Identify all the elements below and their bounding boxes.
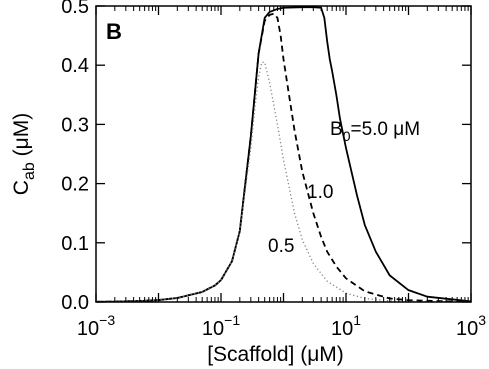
x-axis-title: [Scaffold] (μM) xyxy=(207,343,344,366)
labels: 10−3 10−1 101 103 0.0 0.1 0.2 0.3 0.4 0.5 [Scaffol… xyxy=(10,0,486,366)
series-line-0 xyxy=(96,6,471,302)
x-tick-label-1: 10−1 xyxy=(202,312,240,340)
y-tick-label-0: 0.0 xyxy=(61,292,89,314)
series-line-1 xyxy=(96,12,471,302)
x-tick-label-3: 103 xyxy=(456,312,486,340)
panel-label: B xyxy=(106,19,122,44)
series-label-2: 0.5 xyxy=(268,236,294,257)
y-tick-label-3: 0.3 xyxy=(61,114,89,136)
plot-area xyxy=(96,6,471,302)
y-tick-label-1: 0.1 xyxy=(61,233,89,255)
y-axis-title: Cab (μM) xyxy=(10,113,38,195)
axes-frame xyxy=(95,5,472,303)
axes xyxy=(95,5,472,303)
y-tick-label-5: 0.5 xyxy=(61,0,89,18)
series-label-0: B0=5.0 μM xyxy=(330,119,420,144)
y-tick-label-2: 0.2 xyxy=(61,174,89,196)
series-line-2 xyxy=(96,61,471,302)
y-tick-label-4: 0.4 xyxy=(61,55,89,77)
x-tick-label-0: 10−3 xyxy=(77,312,115,340)
x-tick-label-2: 101 xyxy=(331,312,361,340)
series-label-1: 1.0 xyxy=(307,182,333,203)
